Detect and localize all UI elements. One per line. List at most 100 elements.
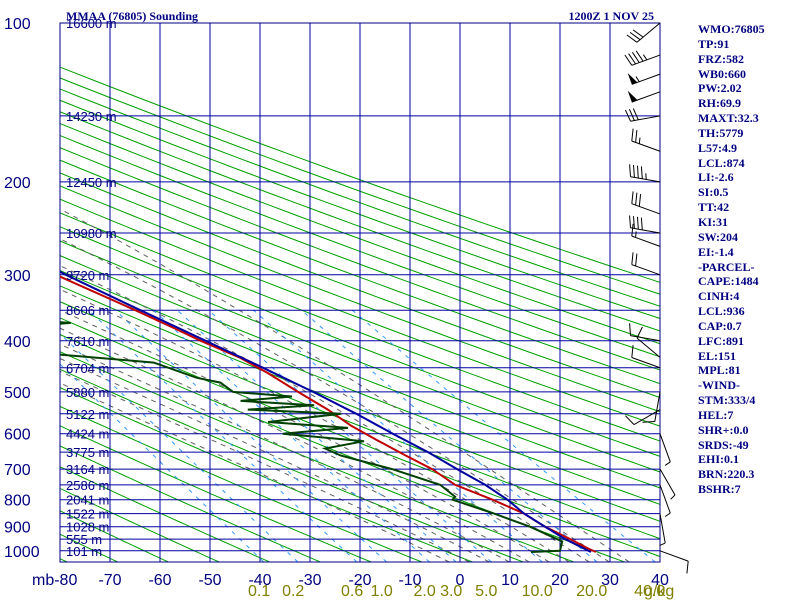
wind-barb-staff [659, 433, 671, 463]
wind-barb-flag [633, 164, 635, 178]
wind-barb-flag [629, 323, 631, 336]
mixing-ratio-line [153, 309, 430, 562]
wind-barb [631, 191, 661, 215]
mixing-ratio-label: 3.0 [440, 583, 462, 600]
wind-barb-staff [636, 337, 661, 358]
index-item: WMO:76805 [698, 22, 765, 36]
index-item: LI:-2.6 [698, 170, 734, 185]
wind-barb-flag [686, 561, 689, 574]
wind-barb-flag [637, 216, 639, 230]
wind-barb-staff [631, 54, 661, 66]
dry-adiabat [60, 122, 660, 345]
moist-adiabat [60, 288, 570, 562]
wind-barb-staff [631, 235, 661, 247]
index-item: LCL:874 [698, 155, 745, 170]
mixing-ratio-label: 5.0 [475, 583, 497, 600]
mixing-ratio-label: 40.0 [634, 583, 665, 600]
temperature-tick-label: -40 [248, 572, 271, 589]
wind-barb-flag [626, 34, 638, 43]
wind-barb-flag [635, 253, 638, 266]
temperature-tick-label: -10 [398, 572, 421, 589]
pressure-tick-label: 800 [4, 493, 31, 510]
wind-barb-pennant [627, 73, 638, 85]
plot-frame [59, 22, 661, 563]
dry-adiabat [60, 99, 660, 319]
index-item: CAPE:1484 [698, 274, 759, 289]
pressure-tick-label: 500 [4, 385, 31, 402]
wind-barb-flag [637, 165, 639, 179]
index-item: CAP:0.7 [698, 318, 742, 333]
height-label: 101 m [66, 544, 102, 559]
height-label: 2041 m [66, 493, 109, 508]
height-label: 6704 m [66, 361, 109, 376]
dry-adiabat [60, 240, 660, 473]
pressure-tick-label: 300 [4, 268, 31, 285]
moist-adiabat [60, 357, 490, 562]
index-item: STM:333/4 [698, 393, 756, 408]
wind-barb-flag [629, 164, 631, 177]
index-item: PW:2.02 [698, 81, 742, 96]
pressure-tick-label: 900 [4, 520, 31, 537]
wind-barb-flag [629, 31, 641, 41]
wind-barb-flag [629, 215, 631, 228]
wind-barb [659, 550, 689, 574]
wind-barb-staff [654, 391, 661, 422]
wind-barb-staff [631, 91, 661, 103]
mixing-ratio-line [301, 309, 598, 562]
mixing-ratio-label: 20.0 [576, 583, 607, 600]
wind-barb-pennant [627, 90, 638, 103]
height-label: 1522 m [66, 507, 109, 522]
dry-adiabat [60, 88, 660, 307]
dry-adiabat [60, 198, 660, 427]
wind-barb-flag [628, 53, 637, 65]
wind-barb [631, 252, 661, 276]
wind-barb-flag [632, 108, 639, 121]
wind-barb-flag [628, 108, 635, 121]
height-label: 3775 m [66, 445, 109, 460]
index-item: TT:42 [698, 200, 730, 215]
wind-barb-flag [636, 326, 643, 339]
mixing-ratio-label: 0.1 [248, 583, 270, 600]
index-item: LCL:936 [698, 304, 745, 319]
wind-barb [659, 513, 666, 547]
pressure-tick-label: 400 [4, 334, 31, 351]
mixing-ratio-label: 0.2 [282, 583, 304, 600]
wind-barb [627, 73, 661, 85]
index-item: -PARCEL- [698, 259, 755, 274]
wind-barb-flag [624, 109, 631, 122]
index-item: RH:69.9 [698, 96, 741, 111]
index-item: L57:4.9 [698, 140, 737, 155]
wind-barb-flag [642, 421, 655, 423]
dry-adiabat [60, 425, 373, 562]
wind-barb-flag [640, 166, 643, 179]
wind-barb-half-flag [635, 231, 637, 238]
chart-time: 1200Z 1 NOV 25 [569, 9, 654, 23]
wind-barb-flag [624, 54, 633, 66]
wind-barb-half-flag [664, 461, 671, 466]
dry-adiabat [60, 466, 271, 562]
wind-barb-staff [630, 227, 661, 234]
height-label: 16600 m [66, 16, 117, 31]
wind-barb [631, 223, 661, 247]
pressure-tick-label: 1000 [4, 544, 40, 561]
wind-barb-flag [635, 130, 638, 143]
dry-adiabat [60, 111, 660, 332]
height-label: 4424 m [66, 427, 109, 442]
temperature-tick-label: -60 [148, 572, 171, 589]
mixing-ratio-label: 1.0 [371, 583, 393, 600]
wind-barb-flag [631, 345, 634, 358]
index-item: FRZ:582 [698, 51, 744, 66]
parcel-profile [60, 270, 592, 553]
dry-adiabat [60, 255, 660, 489]
index-item: SI:0.5 [698, 185, 729, 200]
wind-barb-staff [630, 115, 661, 122]
wind-barb [659, 433, 671, 466]
index-item: TP:91 [698, 36, 730, 51]
dry-adiabat [60, 77, 660, 295]
wind-barb-flag [635, 192, 638, 206]
dry-adiabat [60, 270, 660, 505]
dry-adiabat [60, 212, 660, 442]
height-label: 9720 m [66, 268, 109, 283]
wind-barb-half-flag [638, 137, 641, 144]
